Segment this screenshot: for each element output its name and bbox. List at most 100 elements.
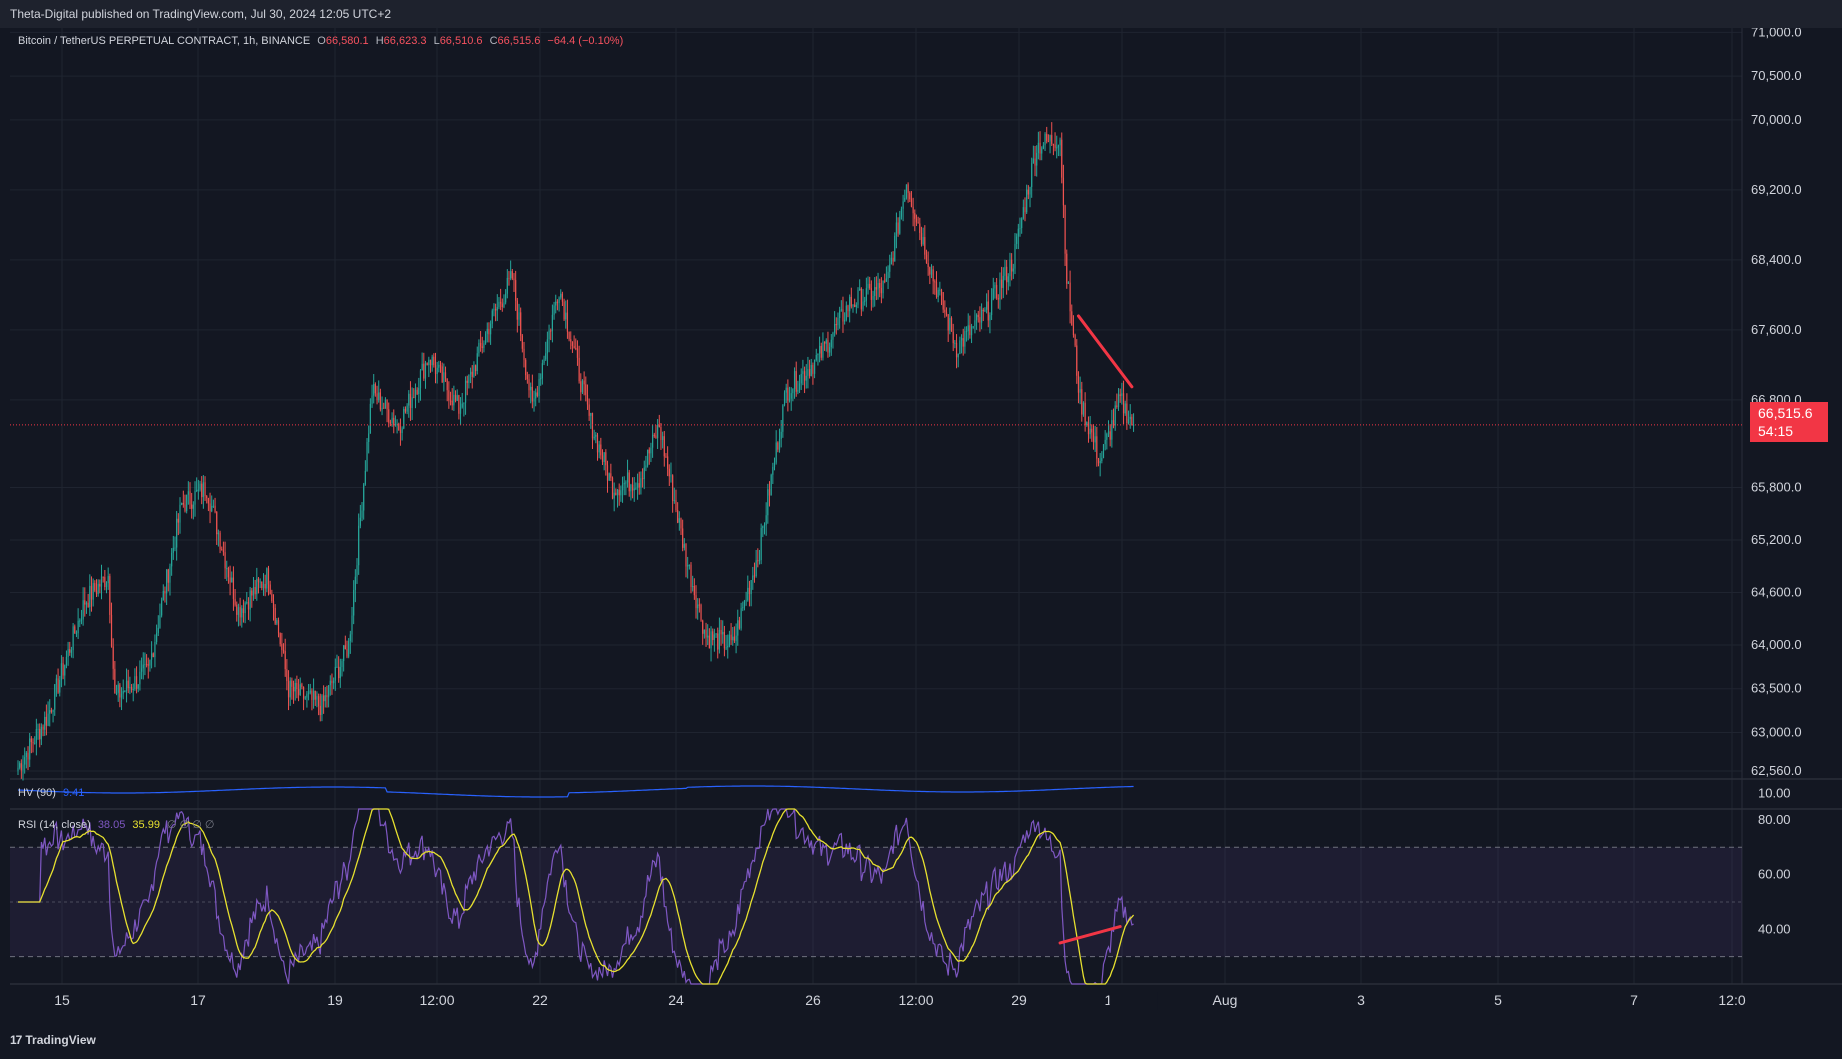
candle-up — [1094, 436, 1096, 443]
candle-up — [790, 393, 792, 399]
candle-up — [493, 308, 495, 311]
candle-down — [665, 456, 667, 458]
price-tick-label: 70,000.0 — [1751, 112, 1802, 127]
candle-up — [329, 680, 331, 686]
candle-down — [454, 394, 457, 401]
candle-down — [221, 549, 223, 551]
candle-up — [957, 354, 959, 358]
candle-up — [77, 620, 79, 634]
candle-up — [750, 579, 752, 595]
candle-down — [488, 328, 490, 335]
candle-up — [855, 304, 857, 307]
candle-down — [277, 620, 280, 634]
candle-down — [449, 400, 452, 402]
candle-up — [643, 467, 645, 480]
candle-up — [411, 397, 413, 408]
candle-down — [600, 444, 602, 456]
candle-up — [560, 293, 562, 298]
candle-down — [648, 449, 650, 454]
candle-up — [727, 645, 729, 648]
candle-down — [338, 666, 340, 679]
candle-down — [997, 298, 999, 300]
candle-down — [977, 314, 979, 318]
bearish-trendline — [1076, 314, 1134, 389]
candle-up — [832, 332, 834, 340]
candle-up — [60, 663, 63, 681]
candle-up — [992, 288, 994, 300]
candle-down — [879, 282, 881, 288]
candle-down — [20, 763, 22, 771]
candle-down — [423, 363, 425, 379]
candle-up — [169, 566, 171, 583]
candle-up — [486, 328, 488, 334]
candle-up — [196, 489, 198, 491]
candle-up — [775, 442, 777, 463]
rsi-band — [10, 846, 1742, 958]
candle-down — [292, 686, 295, 692]
candle-down — [393, 417, 395, 426]
candle-down — [164, 591, 166, 594]
candle-down — [824, 341, 826, 344]
candle-up — [548, 330, 550, 340]
candle-up — [67, 649, 69, 657]
candle-up — [396, 423, 398, 425]
tradingview-logo[interactable]: 17 TradingView — [10, 1033, 96, 1047]
candle-up — [735, 635, 737, 641]
candle-up — [972, 326, 974, 328]
price-tick-label: 67,600.0 — [1751, 322, 1802, 337]
candle-up — [483, 343, 485, 348]
candle-up — [47, 713, 49, 726]
candle-down — [32, 742, 34, 744]
candle-up — [743, 600, 746, 608]
candle-up — [100, 576, 103, 587]
candle-down — [618, 489, 620, 496]
candle-up — [994, 285, 996, 289]
candle-up — [874, 287, 876, 297]
bar-countdown: 54:15 — [1758, 423, 1794, 439]
candle-up — [1086, 422, 1088, 426]
candle-down — [795, 371, 797, 392]
candle-up — [1102, 444, 1105, 459]
candle-up — [89, 585, 91, 608]
candle-down — [239, 607, 241, 618]
candle-up — [1127, 419, 1130, 424]
candle-up — [1014, 243, 1016, 269]
candle-down — [693, 586, 695, 596]
candle-up — [788, 398, 791, 401]
candle-up — [1114, 405, 1116, 426]
candle-down — [705, 629, 707, 638]
candle-up — [859, 288, 861, 291]
candle-down — [675, 500, 677, 511]
candle-up — [64, 665, 66, 676]
symbol-label: Bitcoin / TetherUS PERPETUAL CONTRACT, 1… — [18, 35, 311, 47]
price-axis: 71,000.0 70,500.0 70,000.0 69,200.0 68,400.0… — [1751, 28, 1802, 936]
price-tick-label: 63,500.0 — [1751, 681, 1802, 696]
candle-up — [844, 319, 846, 322]
candle-down — [152, 653, 154, 658]
candle-down — [924, 237, 926, 255]
time-cursor-bg — [1109, 992, 1158, 1010]
chart-canvas[interactable]: 71,000.0 70,500.0 70,000.0 69,200.0 68,400.0… — [10, 28, 1842, 1022]
price-tick-label: 70,500.0 — [1751, 68, 1802, 83]
candle-down — [222, 550, 225, 553]
high-key: H — [375, 35, 384, 47]
candle-up — [553, 305, 555, 315]
candle-down — [982, 309, 984, 312]
candle-up — [197, 489, 199, 491]
candle-up — [459, 407, 462, 414]
candle-up — [533, 398, 535, 402]
candle-up — [249, 590, 251, 610]
candle-up — [829, 347, 831, 353]
candle-up — [797, 389, 799, 392]
candle-up — [1099, 460, 1101, 464]
candle-up — [825, 339, 827, 344]
candle-up — [34, 743, 36, 745]
price-tick-label: 65,200.0 — [1751, 532, 1802, 547]
candle-up — [369, 403, 371, 434]
candle-up — [403, 409, 405, 429]
candle-up — [356, 565, 358, 577]
candle-up — [800, 373, 802, 384]
candle-up — [485, 333, 487, 344]
candle-down — [601, 455, 604, 463]
candle-up — [456, 395, 458, 401]
